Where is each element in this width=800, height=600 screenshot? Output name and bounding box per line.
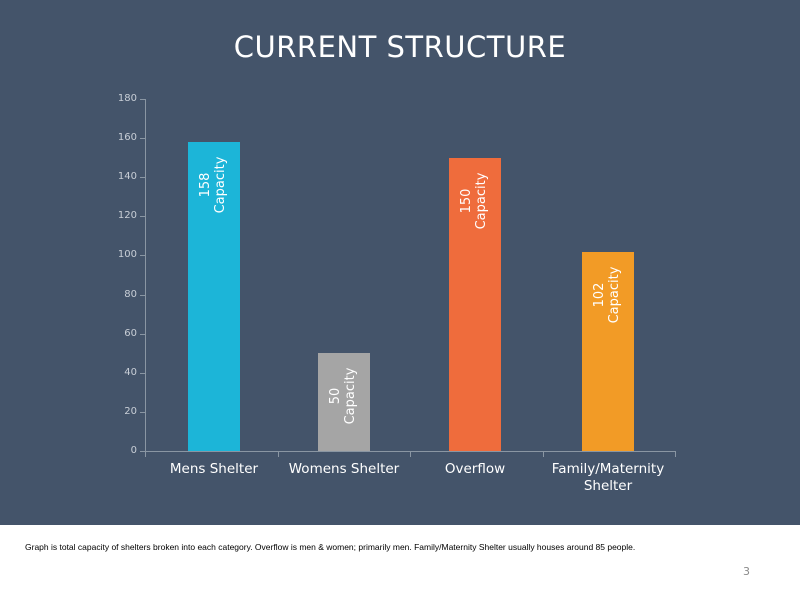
x-label-family-maternity-shelter: Family/Maternity Shelter	[543, 461, 673, 495]
x-tick	[543, 451, 544, 457]
data-label-overflow: 150 Capacity	[459, 166, 491, 236]
y-tick	[140, 177, 145, 178]
y-tick-label: 60	[124, 328, 137, 339]
x-label-mens-shelter: Mens Shelter	[149, 461, 279, 478]
bar-chart: 0 20 40 60 80 100 120 140 160 180 158 Ca…	[117, 93, 676, 495]
y-tick-label: 120	[117, 210, 137, 221]
x-tick	[410, 451, 411, 457]
y-tick	[140, 295, 145, 296]
bar-womens-shelter	[318, 353, 370, 451]
y-tick	[140, 99, 145, 100]
x-label-line: Mens Shelter	[169, 461, 259, 477]
y-tick-label: 100	[117, 249, 137, 260]
x-label-line: Womens Shelter	[288, 461, 400, 477]
data-label-womens-shelter: 50 Capacity	[328, 361, 360, 431]
y-tick-label: 80	[124, 289, 137, 300]
y-tick	[140, 138, 145, 139]
y-tick-label: 180	[117, 93, 137, 104]
y-tick	[140, 451, 145, 452]
bar-mens-shelter	[188, 142, 240, 451]
y-tick	[140, 255, 145, 256]
x-tick	[278, 451, 279, 457]
data-label-value: 150	[459, 188, 474, 214]
y-tick	[140, 334, 145, 335]
data-label-unit: Capacity	[607, 266, 622, 323]
x-label-overflow: Overflow	[410, 461, 540, 478]
slide-background	[0, 0, 800, 525]
data-label-mens-shelter: 158 Capacity	[198, 150, 230, 220]
y-tick	[140, 216, 145, 217]
x-tick	[675, 451, 676, 457]
data-label-unit: Capacity	[213, 156, 228, 214]
y-tick-label: 40	[124, 367, 137, 378]
y-tick-label: 160	[117, 132, 137, 143]
y-tick-label: 140	[117, 171, 137, 182]
x-label-womens-shelter: Womens Shelter	[279, 461, 409, 478]
y-axis-line	[145, 99, 146, 452]
y-tick-label: 0	[130, 445, 137, 456]
data-label-value: 158	[198, 172, 213, 198]
y-tick-label: 20	[124, 406, 137, 417]
data-label-value: 102	[592, 282, 607, 307]
page-number: 3	[743, 565, 750, 578]
x-tick	[145, 451, 146, 457]
data-label-unit: Capacity	[474, 172, 489, 230]
x-label-line: Family/Maternity	[551, 461, 665, 477]
footnote: Graph is total capacity of shelters brok…	[25, 542, 636, 552]
x-label-line: Shelter	[583, 478, 633, 494]
bar-overflow	[449, 157, 501, 451]
y-tick	[140, 373, 145, 374]
data-label-value: 50	[328, 387, 343, 405]
x-label-line: Overflow	[444, 461, 506, 477]
data-label-unit: Capacity	[343, 367, 358, 425]
slide-title: CURRENT STRUCTURE	[233, 30, 567, 64]
y-tick	[140, 412, 145, 413]
bar-family-maternity-shelter	[582, 251, 634, 451]
data-label-family-maternity-shelter: 102 Capacity	[592, 260, 624, 330]
